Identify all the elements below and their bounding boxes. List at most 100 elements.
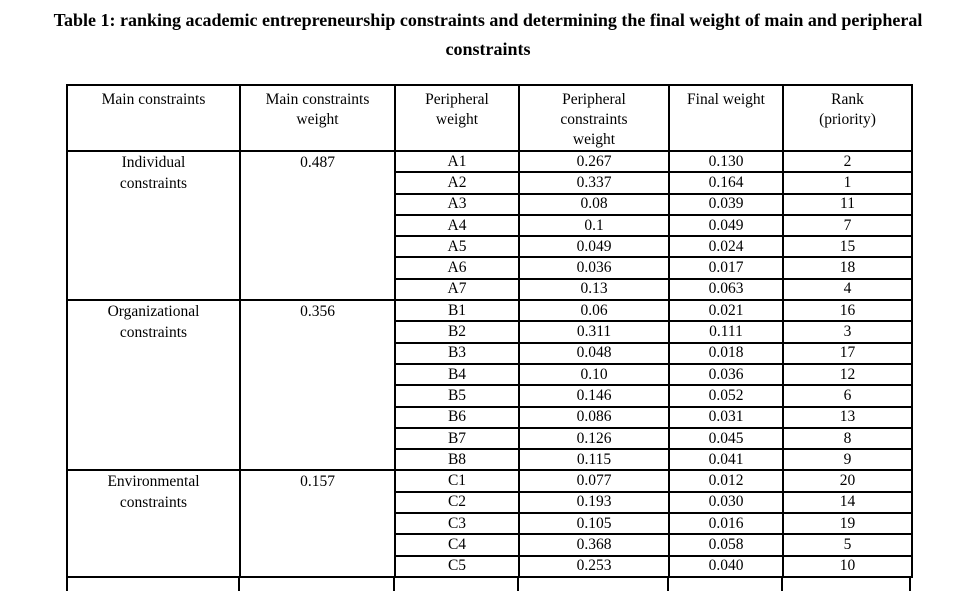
- final-weight-cell: 0.018: [668, 341, 784, 365]
- peripheral-weight-cell: 0.086: [518, 405, 670, 429]
- peripheral-weight-cell: 0.193: [518, 490, 670, 515]
- table-row: B5 0.146 0.052 6: [67, 384, 913, 408]
- table-caption: Table 1: ranking academic entrepreneursh…: [53, 10, 923, 59]
- main-constraint-label: Environmental constraints: [107, 473, 200, 512]
- cropped-border-stubs: [66, 577, 911, 591]
- table-row: C2 0.193 0.030 14: [67, 490, 913, 515]
- final-weight-cell: 0.041: [668, 448, 784, 472]
- header-rank-priority: Rank (priority): [782, 84, 913, 152]
- main-constraint-cell: Environmental constraints: [66, 469, 241, 578]
- peripheral-weight-cell: 0.126: [518, 426, 670, 451]
- peripheral-label-cell: A5: [394, 235, 520, 259]
- peripheral-weight-cell: 0.368: [518, 533, 670, 557]
- final-weight-cell: 0.021: [668, 299, 784, 323]
- peripheral-label-cell: C3: [394, 512, 520, 536]
- rank-cell: 12: [782, 362, 913, 387]
- header-peripheral-constraints-weight: Peripheral constraints weight: [518, 84, 670, 152]
- peripheral-label-cell: B4: [394, 362, 520, 387]
- rank-cell: 1: [782, 171, 913, 195]
- rank-cell: 2: [782, 149, 913, 174]
- table-row: B2 0.311 0.111 3: [67, 320, 913, 344]
- table-row: Individual constraints 0.487 A1 0.267 0.130 2: [66, 149, 913, 302]
- rank-cell: 10: [782, 554, 913, 578]
- table-row: B6 0.086 0.031 13: [67, 405, 913, 429]
- rank-cell: 4: [782, 277, 913, 302]
- main-constraint-label: Organizational constraints: [107, 303, 200, 342]
- final-weight-cell: 0.063: [668, 277, 784, 302]
- final-weight-cell: 0.031: [668, 405, 784, 429]
- peripheral-weight-cell: 0.1: [518, 213, 670, 238]
- rank-cell: 5: [782, 533, 913, 557]
- final-weight-cell: 0.040: [668, 554, 784, 578]
- header-final-weight: Final weight: [668, 84, 784, 152]
- final-weight-cell: 0.130: [668, 149, 784, 174]
- table-row: Organizational constraints 0.356 B1 0.06 0.0…: [66, 299, 913, 472]
- table-row: A3 0.08 0.039 11: [67, 192, 913, 216]
- table-row: A4 0.1 0.049 7: [67, 213, 913, 238]
- rank-cell: 17: [782, 341, 913, 365]
- table-row: A6 0.036 0.017 18: [67, 256, 913, 280]
- final-weight-cell: 0.058: [668, 533, 784, 557]
- final-weight-cell: 0.164: [668, 171, 784, 195]
- rank-cell: 11: [782, 192, 913, 216]
- peripheral-weight-cell: 0.253: [518, 554, 670, 578]
- table-border-stub: [393, 577, 395, 591]
- peripheral-weight-cell: 0.105: [518, 512, 670, 536]
- final-weight-cell: 0.111: [668, 320, 784, 344]
- header-final-weight-label: Final weight: [687, 91, 765, 108]
- table-row: C3 0.105 0.016 19: [67, 512, 913, 536]
- final-weight-cell: 0.016: [668, 512, 784, 536]
- table-row: Environmental constraints 0.157 C1 0.077 0.0…: [66, 469, 913, 578]
- table-border-stub: [238, 577, 240, 591]
- table-row: B7 0.126 0.045 8: [67, 426, 913, 451]
- final-weight-cell: 0.012: [668, 469, 784, 493]
- header-main-constraints: Main constraints: [66, 84, 241, 152]
- peripheral-weight-cell: 0.077: [518, 469, 670, 493]
- table-row: B8 0.115 0.041 9: [67, 448, 913, 472]
- header-rank-priority-label: Rank (priority): [819, 91, 876, 128]
- table-border-stub: [909, 577, 911, 591]
- header-peripheral-weight-label: Peripheral weight: [425, 91, 489, 128]
- rank-cell: 6: [782, 384, 913, 408]
- rank-cell: 16: [782, 299, 913, 323]
- final-weight-cell: 0.024: [668, 235, 784, 259]
- peripheral-label-cell: B6: [394, 405, 520, 429]
- table-border-stub: [66, 577, 68, 591]
- peripheral-weight-cell: 0.036: [518, 256, 670, 280]
- header-peripheral-constraints-weight-label: Peripheral constraints weight: [560, 91, 628, 148]
- peripheral-label-cell: B7: [394, 426, 520, 451]
- rank-cell: 20: [782, 469, 913, 493]
- rank-cell: 7: [782, 213, 913, 238]
- rank-cell: 19: [782, 512, 913, 536]
- table-row: B4 0.10 0.036 12: [67, 362, 913, 387]
- rank-cell: 13: [782, 405, 913, 429]
- peripheral-label-cell: A6: [394, 256, 520, 280]
- rank-cell: 15: [782, 235, 913, 259]
- main-constraint-label: Individual constraints: [119, 154, 188, 192]
- peripheral-label-cell: A2: [394, 171, 520, 195]
- final-weight-cell: 0.045: [668, 426, 784, 451]
- peripheral-weight-cell: 0.115: [518, 448, 670, 472]
- main-constraint-weight-cell: 0.356: [239, 299, 396, 472]
- peripheral-weight-cell: 0.337: [518, 171, 670, 195]
- main-constraint-cell: Individual constraints: [66, 149, 241, 302]
- header-row: Main constraints Main constraints weight…: [66, 84, 913, 152]
- rank-cell: 3: [782, 320, 913, 344]
- rank-cell: 9: [782, 448, 913, 472]
- table-row: B3 0.048 0.018 17: [67, 341, 913, 365]
- peripheral-weight-cell: 0.06: [518, 299, 670, 323]
- peripheral-label-cell: A1: [394, 149, 520, 174]
- peripheral-label-cell: B2: [394, 320, 520, 344]
- table-border-stub: [517, 577, 519, 591]
- peripheral-label-cell: A7: [394, 277, 520, 302]
- table-container: Main constraints Main constraints weight…: [66, 84, 913, 591]
- table-border-stub: [667, 577, 669, 591]
- main-constraint-weight-cell: 0.487: [239, 149, 396, 302]
- final-weight-cell: 0.036: [668, 362, 784, 387]
- peripheral-label-cell: A3: [394, 192, 520, 216]
- rank-cell: 8: [782, 426, 913, 451]
- peripheral-label-cell: B3: [394, 341, 520, 365]
- header-main-constraints-label: Main constraints: [101, 91, 206, 108]
- table-row: C5 0.253 0.040 10: [67, 554, 913, 578]
- peripheral-label-cell: C5: [394, 554, 520, 578]
